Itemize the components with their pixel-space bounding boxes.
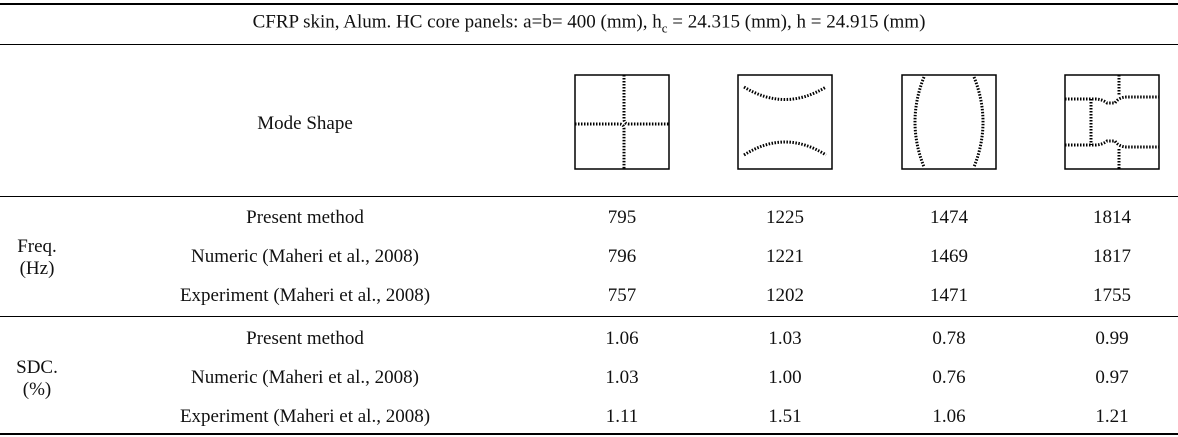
cell-value: 1474	[930, 207, 968, 229]
cell-value: 1.51	[768, 406, 801, 428]
caption-text: CFRP skin, Alum. HC core panels: a=b= 40…	[253, 12, 662, 33]
cell-value: 0.97	[1095, 367, 1128, 389]
group-label: Freq.	[17, 236, 57, 258]
top-rule	[0, 3, 1178, 5]
cell-value: 1.00	[768, 367, 801, 389]
cell-value: 1221	[766, 246, 804, 268]
method: Present method	[246, 328, 364, 350]
cell-value: 1469	[930, 246, 968, 268]
cell-value: 1814	[1093, 207, 1131, 229]
cell-value: 757	[608, 285, 637, 307]
method: Numeric (Maheri et al., 2008)	[191, 367, 419, 389]
group-label: (%)	[23, 379, 51, 401]
cell-value: 1225	[766, 207, 804, 229]
caption-text: = 24.315 (mm), h = 24.915 (mm)	[668, 12, 926, 33]
cell-value: 0.78	[932, 328, 965, 350]
method: Experiment (Maheri et al., 2008)	[180, 406, 430, 428]
cell-value: 1202	[766, 285, 804, 307]
group-label: (Hz)	[20, 258, 55, 280]
cell-value: 0.99	[1095, 328, 1128, 350]
table: CFRP skin, Alum. HC core panels: a=b= 40…	[0, 0, 1178, 437]
group-label: SDC.	[16, 357, 58, 379]
cell-value: 796	[608, 246, 637, 268]
cell-value: 1.21	[1095, 406, 1128, 428]
cell-value: 1.03	[768, 328, 801, 350]
cell-value: 1.06	[932, 406, 965, 428]
mode-shape-4	[1057, 67, 1167, 177]
cell-value: 1.06	[605, 328, 638, 350]
bottom-rule	[0, 433, 1178, 435]
cell-value: 1755	[1093, 285, 1131, 307]
cell-value: 1471	[930, 285, 968, 307]
rule	[0, 316, 1178, 317]
cell-value: 1817	[1093, 246, 1131, 268]
method: Experiment (Maheri et al., 2008)	[180, 285, 430, 307]
mode-shape-1	[567, 67, 677, 177]
cell-value: 1.03	[605, 367, 638, 389]
caption: CFRP skin, Alum. HC core panels: a=b= 40…	[253, 12, 926, 37]
method: Numeric (Maheri et al., 2008)	[191, 246, 419, 268]
mode-shape-3	[894, 67, 1004, 177]
header: Mode Shape	[257, 113, 353, 135]
rule	[0, 196, 1178, 197]
cell-value: 795	[608, 207, 637, 229]
mode-shape-2	[730, 67, 840, 177]
cell-value: 1.11	[606, 406, 639, 428]
rule	[0, 44, 1178, 45]
method: Present method	[246, 207, 364, 229]
cell-value: 0.76	[932, 367, 965, 389]
